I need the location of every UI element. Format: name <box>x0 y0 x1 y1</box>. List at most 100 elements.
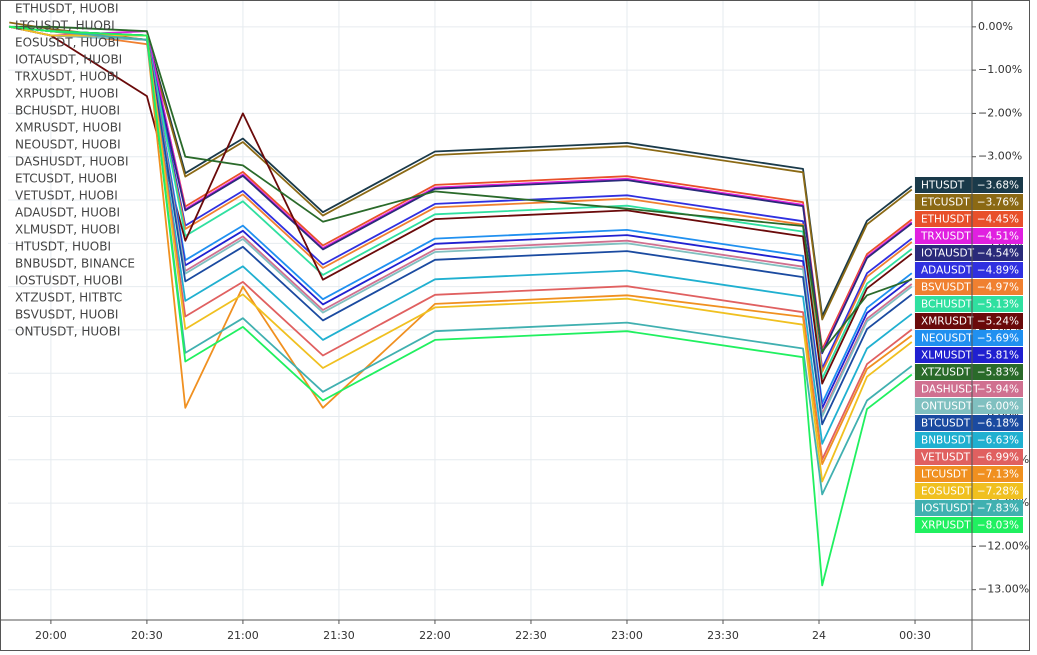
legend-entry: NEOUSDT, HUOBI <box>15 138 121 152</box>
x-tick-label: 22:00 <box>419 629 451 642</box>
tag-value: −5.83% <box>977 367 1019 379</box>
tag-symbol: LTCUSDT <box>921 469 968 481</box>
tag-symbol: DASHUSDT <box>921 384 980 396</box>
tag-value: −4.45% <box>977 214 1019 226</box>
series-line <box>9 25 913 496</box>
x-tick-label: 00:30 <box>899 629 931 642</box>
legend-entry: IOTAUSDT, HUOBI <box>15 53 122 67</box>
tag-symbol: ETCUSDT <box>921 197 970 209</box>
series-line <box>9 25 913 587</box>
tag-symbol: XRPUSDT <box>921 520 971 532</box>
tag-value: −6.99% <box>977 452 1019 464</box>
legend-entry: ETCUSDT, HUOBI <box>15 172 117 186</box>
last-value-tag <box>915 381 1023 397</box>
y-tick-label: −13.00% <box>978 583 1029 596</box>
tag-symbol: BCHUSDT <box>921 299 973 311</box>
tag-value: −5.24% <box>977 316 1019 328</box>
tag-symbol: VETUSDT <box>921 452 971 464</box>
legend-entry: IOSTUSDT, HUOBI <box>15 274 123 288</box>
y-tick-label: −1.00% <box>978 63 1022 76</box>
x-tick-label: 20:00 <box>35 629 67 642</box>
series-line <box>9 25 913 385</box>
tag-value: −6.00% <box>977 401 1019 413</box>
tag-value: −6.63% <box>977 435 1019 447</box>
last-value-tag <box>915 262 1023 278</box>
last-value-tag <box>915 347 1023 363</box>
legend-entry: EOSUSDT, HUOBI <box>15 36 119 50</box>
last-value-tag <box>915 279 1023 295</box>
tag-symbol: IOSTUSDT <box>921 503 975 515</box>
tag-value: −5.13% <box>977 299 1019 311</box>
y-tick-label: −2.00% <box>978 106 1022 119</box>
legend-entry: BNBUSDT, BINANCE <box>15 257 135 271</box>
legend-entry: BSVUSDT, HUOBI <box>15 308 118 322</box>
tag-symbol: HTUSDT <box>921 180 965 192</box>
last-value-tag <box>915 364 1023 380</box>
tag-value: −5.69% <box>977 333 1019 345</box>
x-tick-label: 21:00 <box>227 629 259 642</box>
last-value-tag <box>915 296 1023 312</box>
tag-symbol: ADAUSDT <box>921 265 973 277</box>
last-value-tag <box>915 449 1023 465</box>
tag-value: −7.28% <box>977 486 1019 498</box>
legend-entry: XLMUSDT, HUOBI <box>15 223 120 237</box>
tag-value: −3.68% <box>977 180 1019 192</box>
x-tick-label: 22:30 <box>515 629 547 642</box>
last-value-tag <box>915 517 1023 533</box>
legend-entry: ADAUSDT, HUOBI <box>15 206 120 220</box>
tag-symbol: BNBUSDT <box>921 435 973 447</box>
legend-entry: DASHUSDT, HUOBI <box>15 155 129 169</box>
tag-value: −3.76% <box>977 197 1019 209</box>
last-value-tag <box>915 466 1023 482</box>
y-tick-label: 0.00% <box>978 20 1013 33</box>
y-tick-label: −3.00% <box>978 150 1022 163</box>
last-value-tag <box>915 313 1023 329</box>
x-tick-label: 20:30 <box>131 629 163 642</box>
last-value-tag <box>915 398 1023 414</box>
tag-value: −8.03% <box>977 520 1019 532</box>
tag-value: −4.51% <box>977 231 1019 243</box>
tag-value: −5.94% <box>977 384 1019 396</box>
last-value-tag <box>915 432 1023 448</box>
tag-symbol: TRXUSDT <box>920 231 971 243</box>
tag-value: −7.13% <box>977 469 1019 481</box>
series-line <box>9 25 913 353</box>
tag-symbol: NEOUSDT <box>921 333 973 345</box>
last-value-tag <box>915 483 1023 499</box>
legend-entry: XMRUSDT, HUOBI <box>15 121 122 135</box>
x-tick-label: 23:00 <box>611 629 643 642</box>
legend-entry: ONTUSDT, HUOBI <box>15 325 120 339</box>
tag-symbol: ONTUSDT <box>921 401 973 413</box>
last-value-tag <box>915 211 1023 227</box>
tag-value: −5.81% <box>977 350 1019 362</box>
tag-symbol: EOSUSDT <box>921 486 972 498</box>
x-tick-label: 24 <box>812 629 826 642</box>
last-value-tag <box>915 415 1023 431</box>
y-tick-label: −12.00% <box>978 539 1029 552</box>
legend-entry: HTUSDT, HUOBI <box>15 240 111 254</box>
tag-symbol: ETHUSDT <box>921 214 971 226</box>
last-value-tag <box>915 500 1023 516</box>
tag-symbol: BTCUSDT <box>921 418 971 430</box>
legend-entry: VETUSDT, HUOBI <box>15 189 118 203</box>
last-value-tag <box>915 228 1023 244</box>
last-value-tag <box>915 194 1023 210</box>
tag-value: −4.89% <box>977 265 1019 277</box>
tag-symbol: BSVUSDT <box>921 282 971 294</box>
tag-symbol: XTZUSDT <box>921 367 971 379</box>
tag-symbol: XLMUSDT <box>921 350 973 362</box>
legend-entry: LTCUSDT, HUOBI <box>15 19 115 33</box>
legend-entry: BCHUSDT, HUOBI <box>15 104 120 118</box>
x-tick-label: 23:30 <box>707 629 739 642</box>
tag-symbol: XMRUSDT <box>921 316 974 328</box>
legend-entry: XTZUSDT, HITBTC <box>15 291 122 305</box>
tag-value: −7.83% <box>977 503 1019 515</box>
x-tick-label: 21:30 <box>323 629 355 642</box>
tag-symbol: IOTAUSDT <box>921 248 975 260</box>
tag-value: −6.18% <box>977 418 1019 430</box>
tag-value: −4.97% <box>977 282 1019 294</box>
last-value-tag <box>915 245 1023 261</box>
legend-entry: TRXUSDT, HUOBI <box>14 70 119 84</box>
